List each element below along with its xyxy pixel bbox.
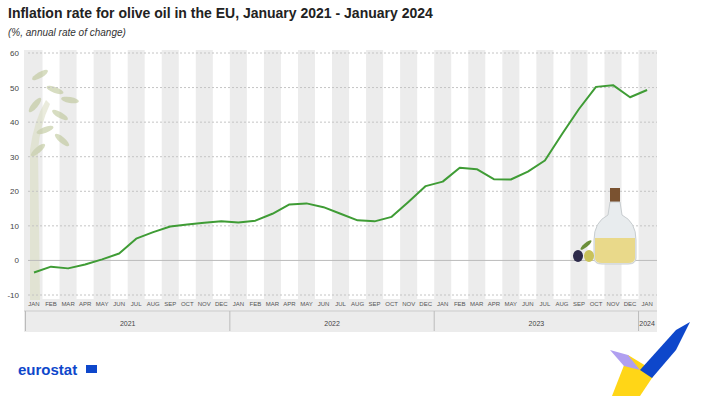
x-tick-label: FEB bbox=[250, 301, 262, 307]
x-tick-label: DEC bbox=[624, 301, 637, 307]
x-tick-label: SEP bbox=[164, 301, 176, 307]
year-separator bbox=[25, 311, 26, 331]
grid-line bbox=[28, 87, 657, 88]
x-tick-label: FEB bbox=[45, 301, 57, 307]
x-tick-label: SEP bbox=[573, 301, 585, 307]
x-tick-label: APR bbox=[488, 301, 501, 307]
x-tick-label: DEC bbox=[419, 301, 432, 307]
bottle-oil bbox=[595, 238, 635, 263]
y-tick-label: 10 bbox=[10, 222, 19, 231]
tree-leaf bbox=[29, 142, 47, 158]
x-tick-label: NOV bbox=[198, 301, 211, 307]
olive bbox=[573, 250, 583, 262]
x-tick-label: JUN bbox=[522, 301, 534, 307]
x-tick-label: SEP bbox=[369, 301, 381, 307]
source-logo: eurostat bbox=[18, 361, 77, 378]
year-label: 2024 bbox=[639, 320, 655, 327]
year-label: 2022 bbox=[324, 320, 340, 327]
series-line bbox=[34, 85, 647, 272]
x-tick-label: JUN bbox=[318, 301, 330, 307]
grid-line bbox=[28, 295, 657, 296]
year-separator bbox=[434, 311, 435, 331]
x-tick-label: JAN bbox=[233, 301, 244, 307]
x-tick-label: AUG bbox=[555, 301, 568, 307]
eu-flag bbox=[86, 365, 97, 373]
plot-background bbox=[24, 50, 657, 332]
y-tick-label: 40 bbox=[10, 118, 19, 127]
y-tick-label: 20 bbox=[10, 187, 19, 196]
grid-line bbox=[28, 225, 657, 226]
chart: Inflation rate for olive oil in the EU, … bbox=[0, 0, 715, 396]
y-tick-label: 0 bbox=[15, 256, 20, 265]
x-tick-label: MAR bbox=[470, 301, 484, 307]
grid-line bbox=[28, 122, 657, 123]
year-label: 2021 bbox=[120, 320, 136, 327]
x-tick-label: OCT bbox=[385, 301, 398, 307]
tree-leaf bbox=[53, 132, 71, 148]
x-tick-label: JUL bbox=[540, 301, 551, 307]
title: Inflation rate for olive oil in the EU, … bbox=[8, 5, 433, 21]
olive-tree bbox=[27, 68, 79, 300]
y-tick-label: 60 bbox=[10, 49, 19, 58]
x-tick-label: JAN bbox=[641, 301, 652, 307]
tree-leaf bbox=[46, 84, 65, 96]
grid-line bbox=[28, 156, 657, 157]
x-tick-label: AUG bbox=[147, 301, 160, 307]
x-tick-label: NOV bbox=[402, 301, 415, 307]
grid-line bbox=[28, 53, 657, 54]
y-tick-label: 50 bbox=[10, 84, 19, 93]
x-tick-label: MAR bbox=[266, 301, 280, 307]
x-tick-label: MAY bbox=[505, 301, 518, 307]
x-tick-label: MAY bbox=[96, 301, 109, 307]
tree-leaf bbox=[61, 95, 80, 104]
olive-oil-bottle bbox=[573, 188, 636, 264]
year-label: 2023 bbox=[529, 320, 545, 327]
tree-leaf bbox=[27, 96, 43, 114]
year-separator bbox=[229, 311, 230, 331]
x-tick-label: JAN bbox=[437, 301, 448, 307]
x-tick-label: OCT bbox=[590, 301, 603, 307]
x-tick-label: APR bbox=[283, 301, 296, 307]
year-axis-line bbox=[24, 311, 657, 312]
x-tick-label: JUN bbox=[113, 301, 125, 307]
grid-line bbox=[28, 260, 657, 261]
x-tick-label: JAN bbox=[28, 301, 39, 307]
x-tick-label: JUL bbox=[335, 301, 346, 307]
bottle-glass bbox=[594, 202, 636, 264]
x-tick-label: JUL bbox=[131, 301, 142, 307]
tree-leaf bbox=[51, 108, 70, 122]
y-tick-label: -10 bbox=[7, 291, 19, 300]
x-tick-label: MAY bbox=[300, 301, 313, 307]
tree-leaf bbox=[36, 124, 55, 136]
y-tick-label: 30 bbox=[10, 153, 19, 162]
olive-leaf bbox=[579, 239, 592, 251]
grid-line bbox=[28, 191, 657, 192]
x-tick-label: APR bbox=[79, 301, 92, 307]
x-tick-label: AUG bbox=[351, 301, 364, 307]
ribbon-blue bbox=[640, 322, 690, 378]
ribbon-light bbox=[610, 350, 640, 370]
series-group bbox=[34, 85, 647, 272]
x-tick-label: MAR bbox=[61, 301, 75, 307]
olive bbox=[584, 250, 594, 262]
x-tick-label: FEB bbox=[454, 301, 466, 307]
x-tick-label: OCT bbox=[181, 301, 194, 307]
bottle-cork bbox=[610, 188, 620, 202]
tree-leaf bbox=[31, 68, 50, 82]
x-tick-label: NOV bbox=[607, 301, 620, 307]
subtitle: (%, annual rate of change) bbox=[8, 27, 126, 38]
x-tick-label: DEC bbox=[215, 301, 228, 307]
